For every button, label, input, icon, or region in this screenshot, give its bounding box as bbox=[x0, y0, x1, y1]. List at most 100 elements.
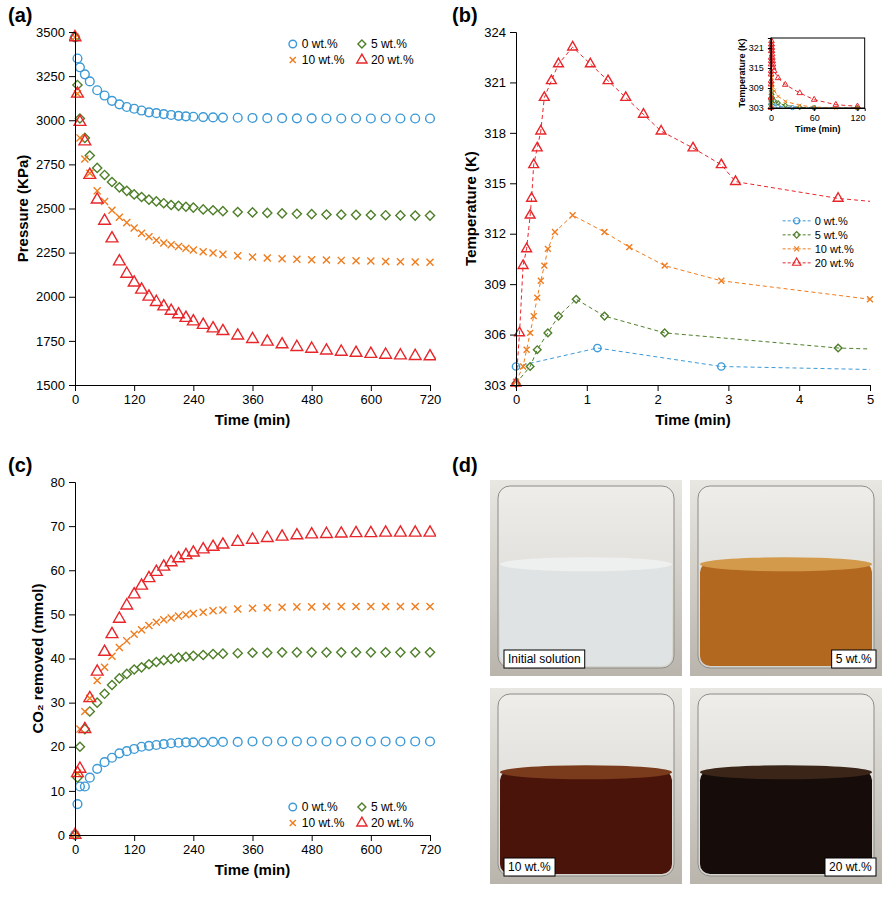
marker bbox=[585, 58, 595, 67]
tick: 5 bbox=[867, 385, 874, 407]
marker bbox=[116, 644, 123, 651]
marker bbox=[411, 114, 420, 123]
tick: 60 bbox=[810, 108, 820, 123]
tick-mark bbox=[69, 341, 75, 342]
marker bbox=[106, 232, 118, 242]
marker bbox=[99, 645, 111, 655]
marker bbox=[518, 260, 528, 269]
marker bbox=[153, 237, 160, 244]
tick-label: 3250 bbox=[36, 69, 65, 84]
tick-mark bbox=[253, 835, 254, 841]
marker bbox=[409, 349, 421, 359]
marker bbox=[568, 41, 578, 50]
photo-label: 20 wt.% bbox=[829, 860, 872, 874]
panel: 0120240360480600720150017502000225025002… bbox=[8, 4, 441, 428]
marker bbox=[322, 114, 331, 123]
figure: 0120240360480600720150017502000225025002… bbox=[0, 0, 893, 900]
tick: 70 bbox=[51, 519, 75, 534]
tick-label: 0 bbox=[513, 392, 520, 407]
photo-label-box bbox=[504, 858, 555, 876]
legend-label: 5 wt.% bbox=[371, 37, 407, 51]
marker bbox=[367, 258, 374, 265]
panel-letter: (b) bbox=[452, 4, 478, 26]
marker bbox=[80, 782, 89, 791]
marker bbox=[121, 599, 133, 609]
marker bbox=[554, 58, 564, 67]
marker bbox=[293, 603, 300, 610]
legend-label: 0 wt.% bbox=[302, 800, 338, 814]
legend-marker bbox=[357, 817, 367, 826]
y-axis: 150017502000225025002750300032503500 bbox=[36, 25, 75, 393]
legend-line bbox=[783, 220, 811, 221]
tick-mark bbox=[587, 385, 588, 391]
marker bbox=[308, 603, 315, 610]
legend-marker bbox=[793, 232, 799, 238]
panel-letter: (a) bbox=[8, 4, 32, 26]
marker bbox=[366, 114, 375, 123]
marker bbox=[570, 212, 576, 218]
tick-label: 20 bbox=[51, 739, 65, 754]
marker bbox=[351, 210, 360, 219]
marker bbox=[189, 112, 198, 121]
marker bbox=[217, 324, 229, 334]
jar bbox=[498, 694, 674, 876]
marker bbox=[84, 691, 96, 701]
marker bbox=[603, 75, 613, 84]
tick-label: 2750 bbox=[36, 157, 65, 172]
marker bbox=[219, 113, 228, 122]
marker bbox=[546, 75, 556, 84]
y-axis: 303306309312315318321324 bbox=[484, 25, 516, 393]
tick: 4 bbox=[796, 385, 803, 407]
marker bbox=[409, 526, 421, 536]
marker bbox=[276, 338, 288, 348]
x-axis-line bbox=[76, 386, 431, 392]
tick: 1750 bbox=[36, 334, 75, 349]
tick-mark bbox=[312, 835, 313, 841]
marker bbox=[160, 616, 167, 623]
photo-label-box bbox=[832, 650, 876, 668]
panel-letter: (d) bbox=[452, 454, 478, 476]
marker bbox=[426, 259, 433, 266]
tick-label: 240 bbox=[183, 392, 205, 407]
marker bbox=[552, 229, 558, 235]
marker bbox=[81, 156, 88, 163]
marker bbox=[85, 773, 94, 782]
tick-mark bbox=[69, 614, 75, 615]
legend-marker bbox=[794, 246, 799, 251]
photo: Initial solution bbox=[490, 480, 682, 676]
marker bbox=[108, 207, 115, 214]
tick-mark bbox=[510, 82, 516, 83]
tick: 312 bbox=[484, 226, 516, 241]
tick-label: 303 bbox=[484, 378, 506, 393]
photo: 10 wt.% bbox=[490, 688, 682, 884]
tick: 306 bbox=[484, 327, 516, 342]
legend-line bbox=[783, 262, 811, 263]
tick-label: 309 bbox=[484, 277, 506, 292]
legend-label: 10 wt.% bbox=[302, 816, 345, 830]
legend: 0 wt.%5 wt.%10 wt.%20 wt.% bbox=[783, 215, 854, 269]
tick: 309 bbox=[484, 277, 516, 292]
tick-label: 0 bbox=[72, 842, 79, 857]
marker bbox=[247, 332, 259, 342]
tick-label: 0 bbox=[58, 828, 65, 843]
marker bbox=[116, 214, 123, 221]
tick-mark bbox=[430, 835, 431, 841]
marker bbox=[307, 210, 316, 219]
jar bbox=[698, 486, 874, 668]
marker bbox=[128, 276, 140, 286]
tick-label: 10 bbox=[51, 784, 65, 799]
tick: 2 bbox=[654, 385, 661, 407]
tick-label: 2000 bbox=[36, 289, 65, 304]
marker bbox=[533, 346, 541, 354]
marker bbox=[123, 219, 130, 226]
tick-mark bbox=[799, 385, 800, 391]
series-line bbox=[771, 41, 858, 108]
marker bbox=[382, 258, 389, 265]
marker bbox=[208, 206, 217, 215]
tick-mark bbox=[768, 108, 771, 109]
tick: 80 bbox=[51, 475, 75, 490]
tick-label: 360 bbox=[242, 842, 264, 857]
legend-label: 0 wt.% bbox=[815, 215, 848, 227]
marker bbox=[73, 800, 82, 809]
tick-label: 120 bbox=[124, 392, 146, 407]
